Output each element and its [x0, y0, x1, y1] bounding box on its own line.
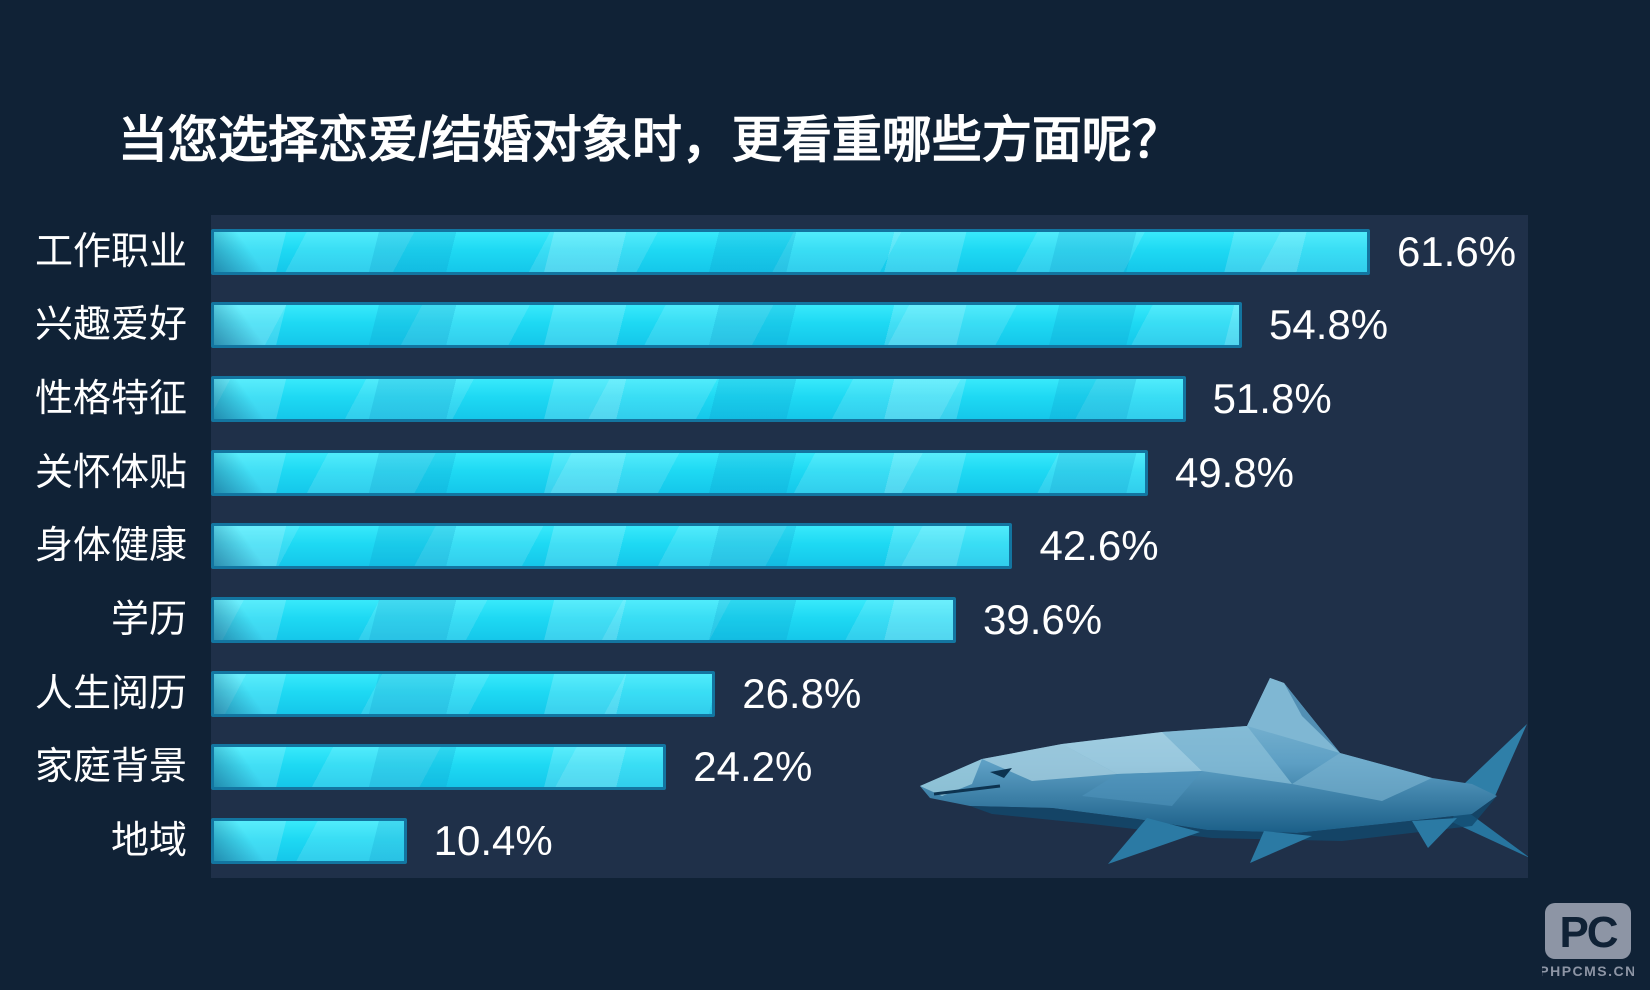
value-label: 10.4% [433, 817, 553, 865]
value-label: 51.8% [1212, 375, 1332, 423]
bar-row: 工作职业 61.6% [0, 215, 1528, 289]
shark-illustration [912, 656, 1528, 876]
value-label: 42.6% [1039, 522, 1159, 570]
bar-track: 54.8% [211, 301, 1528, 349]
category-label: 关怀体贴 [34, 451, 187, 494]
logo-caption: PHPCMS.CN [1542, 963, 1634, 979]
bar-track: 26.8% [211, 669, 1528, 717]
bar-row: 学历 39.6% [0, 583, 1528, 657]
bar-0[interactable] [211, 228, 1370, 275]
bar-6[interactable] [211, 670, 716, 717]
bar-row: 性格特征 51.8% [0, 362, 1528, 436]
bar-5[interactable] [211, 597, 957, 644]
bar-track: 24.2% [211, 743, 1528, 791]
bar-track: 49.8% [211, 448, 1528, 496]
bar-track: 51.8% [211, 375, 1528, 423]
value-label: 26.8% [742, 669, 862, 717]
bar-track: 42.6% [211, 522, 1528, 570]
shark-icon [920, 678, 1528, 864]
category-label: 学历 [110, 599, 187, 642]
bar-1[interactable] [211, 302, 1243, 349]
bar-8[interactable] [211, 818, 407, 865]
bar-3[interactable] [211, 449, 1148, 496]
bar-row: 关怀体贴 49.8% [0, 436, 1528, 510]
category-label: 身体健康 [34, 525, 187, 568]
chart-title: 当您选择恋爱/结婚对象时，更看重哪些方面呢？ [118, 112, 1182, 168]
bar-track: 10.4% [211, 817, 1528, 865]
bar-row: 地域 10.4% [0, 804, 1528, 878]
logo-letters: PC [1559, 908, 1617, 957]
value-label: 39.6% [983, 596, 1103, 644]
category-label: 性格特征 [34, 378, 187, 421]
bar-7[interactable] [211, 744, 667, 791]
value-label: 49.8% [1174, 448, 1295, 496]
bar-row: 家庭背景 24.2% [0, 731, 1528, 805]
bar-row: 身体健康 42.6% [0, 510, 1528, 584]
phpcms-logo-icon: PC PHPCMS.CN [1542, 903, 1634, 979]
category-label: 兴趣爱好 [34, 304, 187, 347]
bar-4[interactable] [211, 523, 1013, 570]
bar-chart: 工作职业 61.6% 兴趣爱好 54.8% 性格特征 51.8% 关怀体贴 49.8% 身体健康… [0, 215, 1528, 878]
bar-row: 人生阅历 26.8% [0, 657, 1528, 731]
bar-2[interactable] [211, 376, 1186, 423]
category-label: 家庭背景 [34, 746, 187, 789]
value-label: 54.8% [1269, 301, 1389, 349]
bar-track: 39.6% [211, 596, 1528, 644]
value-label: 61.6% [1396, 227, 1517, 275]
bar-rows: 工作职业 61.6% 兴趣爱好 54.8% 性格特征 51.8% 关怀体贴 49.8% 身体健康… [0, 215, 1528, 878]
value-label: 24.2% [693, 743, 813, 791]
category-label: 人生阅历 [34, 672, 187, 715]
category-label: 工作职业 [34, 230, 187, 273]
bar-row: 兴趣爱好 54.8% [0, 289, 1528, 363]
category-label: 地域 [110, 820, 187, 863]
bar-track: 61.6% [211, 227, 1528, 275]
phpcms-watermark: PC PHPCMS.CN [1542, 903, 1634, 979]
